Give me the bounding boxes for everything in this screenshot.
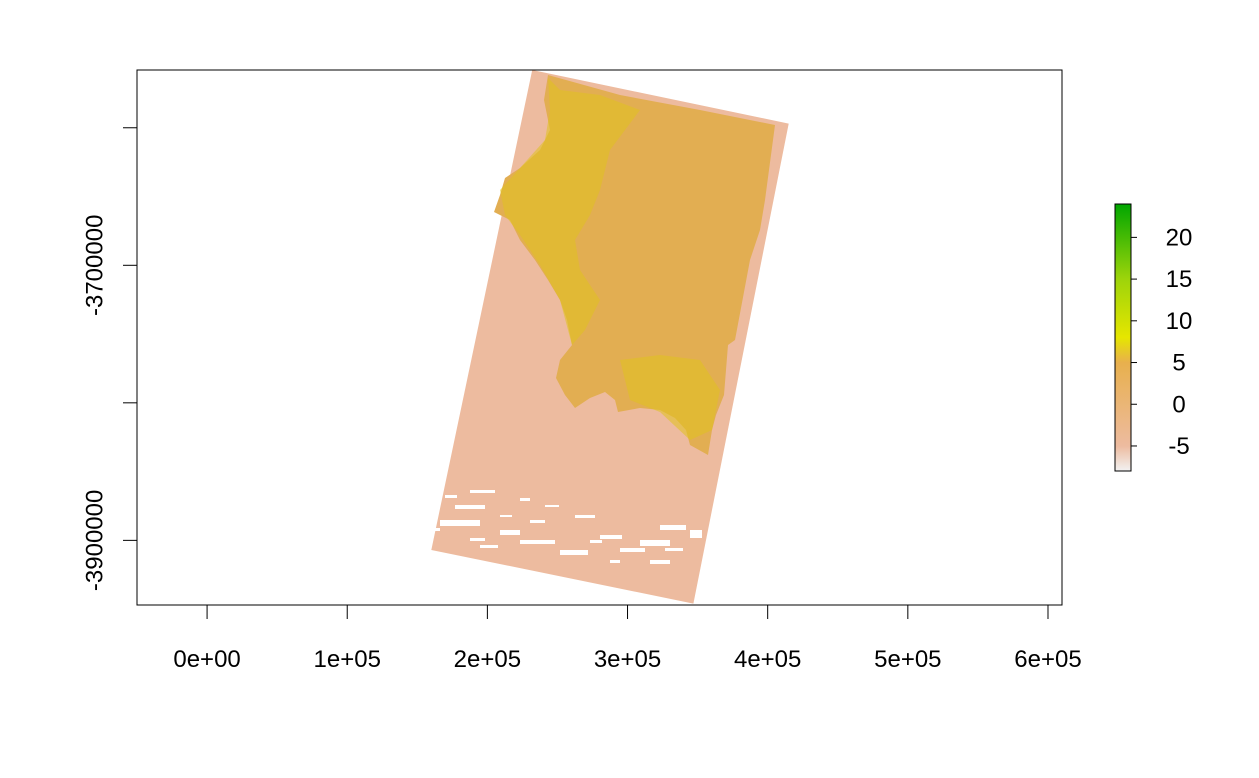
y-tick-label: -3900000 (82, 490, 109, 591)
no-data-patch (500, 515, 512, 517)
legend-tick-label: 15 (1166, 266, 1193, 293)
no-data-patch (470, 538, 485, 541)
raster-no-data-patches (430, 490, 718, 564)
no-data-patch (660, 525, 686, 530)
no-data-patch (710, 520, 718, 523)
no-data-patch (610, 560, 620, 563)
legend-tick-label: 5 (1172, 350, 1185, 377)
no-data-patch (690, 530, 702, 538)
no-data-patch (500, 530, 520, 535)
no-data-patch (470, 490, 495, 493)
no-data-patch (600, 535, 622, 539)
raster-land-highlight (500, 78, 720, 440)
legend-tick-label: 0 (1172, 391, 1185, 418)
no-data-patch (480, 545, 498, 548)
legend-tick-label: 20 (1166, 224, 1193, 251)
no-data-patch (445, 495, 457, 498)
no-data-patch (575, 515, 595, 518)
y-tick-label: -3700000 (82, 215, 109, 316)
no-data-patch (560, 550, 588, 555)
no-data-patch (455, 505, 485, 509)
x-tick-label: 5e+05 (874, 646, 941, 673)
no-data-patch (650, 560, 670, 564)
legend-color-bar (1114, 203, 1132, 472)
no-data-patch (590, 540, 602, 543)
legend-tick-label: -5 (1168, 433, 1189, 460)
legend-ticks: -5 0 5 10 15 20 (1131, 224, 1192, 460)
no-data-patch (545, 505, 559, 507)
no-data-patch (430, 528, 440, 531)
x-tick-label: 0e+00 (173, 646, 240, 673)
legend-tick-label: 10 (1166, 308, 1193, 335)
x-tick-label: 4e+05 (734, 646, 801, 673)
no-data-patch (520, 540, 555, 544)
no-data-patch (530, 520, 545, 523)
no-data-patch (520, 498, 530, 501)
raster-layer (430, 70, 789, 604)
x-tick-label: 3e+05 (594, 646, 661, 673)
x-tick-label: 6e+05 (1014, 646, 1081, 673)
color-legend: -5 0 5 10 15 20 (1114, 203, 1192, 472)
no-data-patch (620, 548, 645, 552)
x-axis: 0e+00 1e+05 2e+05 3e+05 4e+05 5e+05 6e+05 (173, 604, 1082, 673)
x-tick-label: 1e+05 (314, 646, 381, 673)
no-data-patch (640, 540, 670, 546)
x-tick-label: 2e+05 (454, 646, 521, 673)
y-axis: -3700000 -3900000 (82, 127, 138, 591)
no-data-patch (440, 520, 480, 526)
no-data-patch (665, 548, 683, 551)
